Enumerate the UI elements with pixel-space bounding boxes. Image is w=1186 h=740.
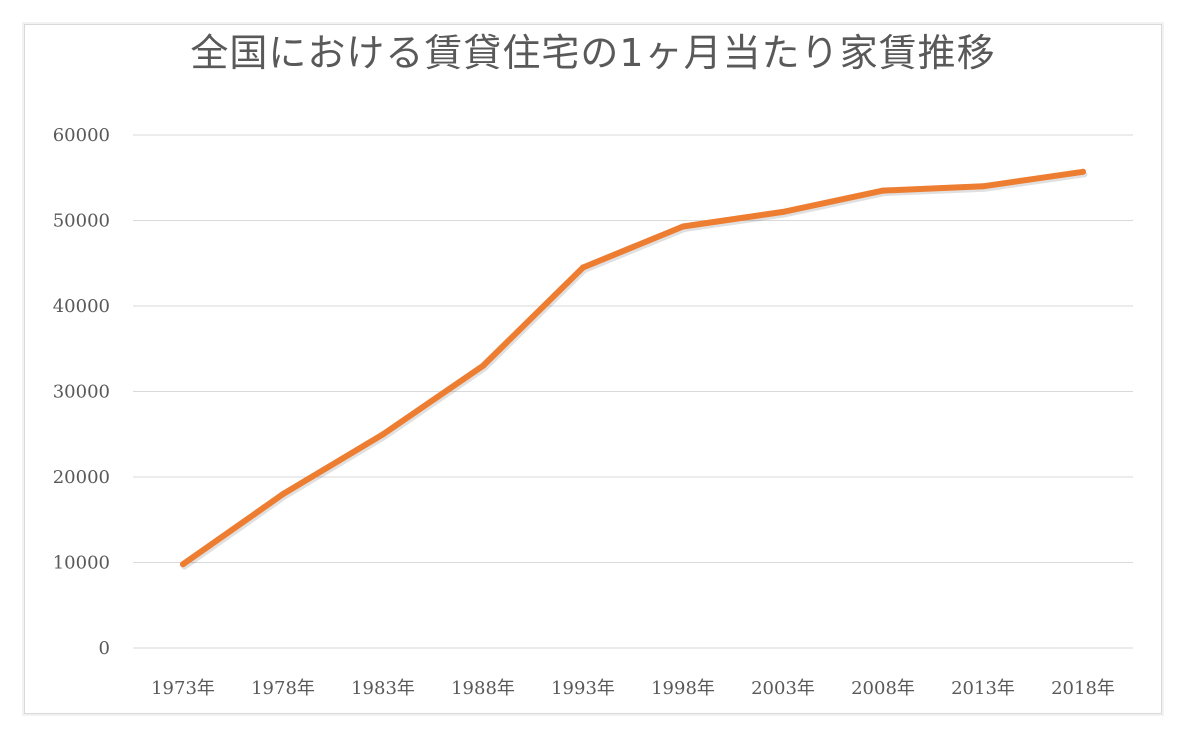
chart-frame <box>24 24 1162 714</box>
x-tick-label: 2018年 <box>1051 678 1115 699</box>
y-tick-label: 0 <box>99 638 110 659</box>
x-tick-label: 1983年 <box>351 678 415 699</box>
data-point <box>980 183 986 190</box>
x-tick-label: 1998年 <box>651 678 715 699</box>
y-tick-label: 10000 <box>53 553 110 574</box>
y-tick-label: 40000 <box>53 296 110 317</box>
data-point <box>1080 168 1086 175</box>
y-tick-label: 20000 <box>53 467 110 488</box>
data-point <box>280 491 286 498</box>
y-tick-label: 30000 <box>53 382 110 403</box>
data-point <box>380 431 386 438</box>
data-point <box>480 362 486 369</box>
series-line <box>180 168 1086 568</box>
x-tick-label: 2003年 <box>751 678 815 699</box>
y-tick-label: 60000 <box>53 125 110 146</box>
gridlines <box>133 134 1133 649</box>
data-point <box>780 208 786 215</box>
data-point <box>680 223 686 230</box>
x-tick-label: 2008年 <box>851 678 915 699</box>
x-axis-tick-labels: 1973年 1978年 1983年 1988年 1993年 1998年 2003年 2008年… <box>151 678 1115 699</box>
y-axis-tick-labels: 0 10000 20000 30000 40000 50000 60000 <box>53 125 110 659</box>
x-tick-label: 1973年 <box>151 678 215 699</box>
data-point <box>180 561 186 568</box>
x-tick-label: 1988年 <box>451 678 515 699</box>
y-tick-label: 50000 <box>53 211 110 232</box>
chart-title: 全国における賃貸住宅の1ヶ月当たり家賃推移 <box>190 31 996 75</box>
x-tick-label: 1978年 <box>251 678 315 699</box>
x-tick-label: 1993年 <box>551 678 615 699</box>
series-layer <box>180 168 1088 570</box>
x-tick-label: 2013年 <box>951 678 1015 699</box>
series-line-shadow <box>181 171 1088 570</box>
data-point <box>880 187 886 194</box>
data-point <box>580 264 586 271</box>
